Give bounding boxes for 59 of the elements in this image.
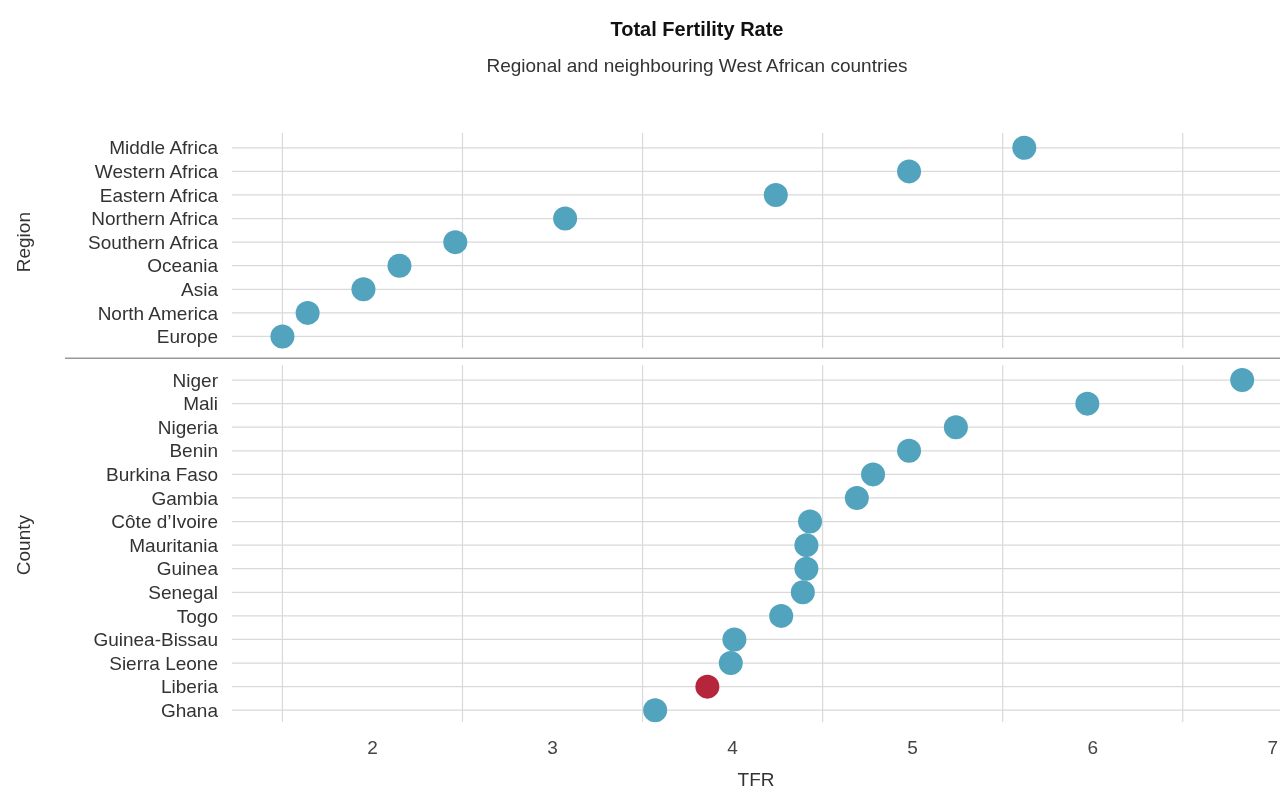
y-tick-label: Burkina Faso	[106, 464, 218, 486]
y-axis-title: Region	[13, 212, 34, 273]
point	[270, 324, 295, 349]
point	[763, 182, 788, 207]
y-tick-label: Europe	[156, 326, 218, 348]
point	[769, 603, 794, 628]
y-tick-label: Middle Africa	[109, 137, 219, 159]
point	[387, 253, 412, 278]
point	[443, 230, 468, 255]
y-tick-label: Guinea	[156, 558, 219, 580]
y-tick-label: Liberia	[160, 676, 219, 698]
y-tick-label: Mauritania	[129, 534, 219, 556]
point	[861, 462, 886, 487]
point	[794, 556, 819, 581]
y-tick-label: Mali	[183, 393, 218, 415]
point	[351, 277, 376, 302]
point	[695, 674, 720, 699]
y-tick-label: Côte d’Ivoire	[111, 511, 218, 533]
point	[643, 698, 668, 723]
y-axis-title: County	[13, 514, 34, 576]
point	[798, 509, 823, 534]
point	[844, 485, 869, 510]
y-tick-label: Togo	[176, 605, 218, 627]
chart-subtitle: Regional and neighbouring West African countries	[486, 55, 908, 76]
x-tick-label: 6	[1087, 737, 1099, 758]
y-tick-label: Asia	[181, 278, 219, 300]
y-tick-label: Benin	[169, 440, 218, 462]
y-tick-label: Ghana	[160, 699, 219, 721]
point	[897, 438, 922, 463]
y-tick-label: Southern Africa	[88, 231, 219, 253]
y-tick-label: Oceania	[147, 255, 219, 277]
y-tick-label: Sierra Leone	[109, 652, 218, 674]
y-tick-label: Niger	[172, 369, 219, 391]
y-tick-label: Senegal	[148, 581, 218, 603]
point	[790, 580, 815, 605]
x-tick-label: 5	[907, 737, 918, 758]
x-tick-label: 7	[1267, 737, 1279, 758]
y-tick-label: Gambia	[151, 487, 219, 509]
y-tick-label: Eastern Africa	[99, 184, 219, 206]
y-tick-label: Guinea-Bissau	[93, 629, 218, 651]
point	[1230, 368, 1255, 393]
y-tick-label: Nigeria	[157, 416, 219, 438]
x-tick-label: 3	[547, 737, 558, 758]
point	[718, 651, 743, 676]
y-tick-label: Western Africa	[94, 161, 219, 183]
point	[794, 533, 819, 558]
point	[1075, 391, 1100, 416]
point	[1012, 135, 1037, 160]
point	[553, 206, 578, 231]
x-tick-label: 4	[727, 737, 739, 758]
x-axis-title: TFR	[737, 769, 775, 790]
point	[897, 159, 922, 184]
y-tick-label: North America	[97, 302, 219, 324]
x-tick-label: 2	[367, 737, 378, 758]
chart-title: Total Fertility Rate	[610, 18, 784, 40]
point	[295, 300, 320, 325]
point	[722, 627, 747, 652]
y-tick-label: Northern Africa	[91, 208, 219, 230]
point	[943, 415, 968, 440]
